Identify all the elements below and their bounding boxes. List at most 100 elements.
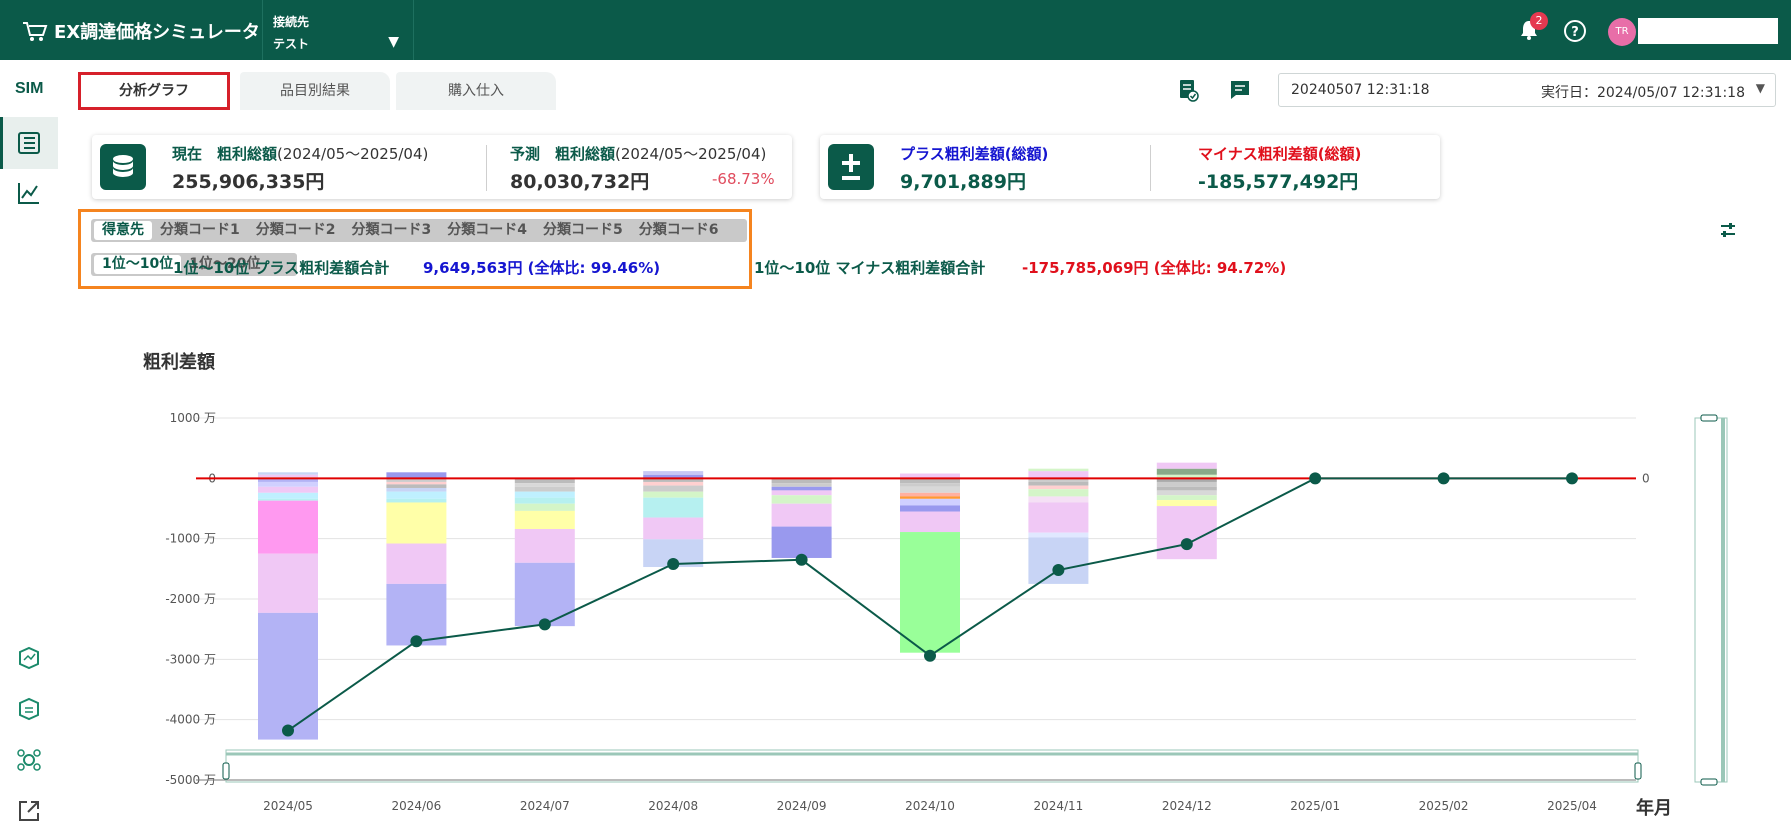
group-class-code-1[interactable]: 分類コード1 xyxy=(160,222,240,238)
line-point xyxy=(1309,472,1322,485)
app-title: EX調達価格シミュレータ xyxy=(54,22,260,43)
bar-segment xyxy=(643,497,704,518)
bar-segment xyxy=(386,498,447,503)
plus-summary-value: 9,649,563円 (全体比: 99.46%) xyxy=(423,259,661,277)
forecast-total-label-bold: 予測 粗利総額 xyxy=(510,145,616,163)
coins-icon xyxy=(100,144,146,190)
bar-segment xyxy=(900,486,960,493)
line-point xyxy=(795,553,808,566)
comment-icon[interactable] xyxy=(1228,78,1252,102)
group-class-code-3[interactable]: 分類コード3 xyxy=(351,222,432,238)
bar-segment xyxy=(771,526,832,558)
execution-date: 実行日：2024/05/07 12:31:18 xyxy=(1540,85,1745,101)
x-tick-label: 2024/05 xyxy=(263,799,313,813)
bar-segment xyxy=(514,491,575,498)
bar-segment xyxy=(900,492,960,497)
bar-segment xyxy=(1028,489,1089,497)
current-total-label-bold: 現在 粗利総額 xyxy=(172,145,278,163)
y-zoom-handle-top xyxy=(1700,414,1718,422)
bar-segment xyxy=(1156,490,1217,496)
bar-segment xyxy=(771,490,832,496)
group-customer[interactable]: 得意先 xyxy=(94,221,152,240)
gear-network-icon[interactable] xyxy=(16,747,42,773)
external-link-icon[interactable] xyxy=(16,798,42,824)
bar-segment xyxy=(643,471,704,475)
bar-segment xyxy=(386,543,447,584)
document-list-icon[interactable] xyxy=(16,130,42,156)
sim-logo[interactable]: SIM xyxy=(15,80,44,97)
bar-segment xyxy=(771,486,832,491)
bar-segment xyxy=(1156,495,1217,501)
bar-segment xyxy=(771,503,832,527)
x-zoom-handle-left xyxy=(222,762,230,780)
bar-segment xyxy=(900,505,960,512)
group-class-code-4[interactable]: 分類コード4 xyxy=(447,222,527,238)
tab-purchase[interactable]: 購入仕入 xyxy=(396,72,556,110)
group-class-code-6[interactable]: 分類コード6 xyxy=(638,222,719,238)
plus-minus-icon xyxy=(828,144,874,190)
bar-segment xyxy=(643,485,704,492)
plus-total-value: 9,701,889円 xyxy=(900,171,1026,193)
sidebar: SIM xyxy=(0,60,59,837)
x-tick-label: 2025/04 xyxy=(1547,799,1597,813)
tab-item-results[interactable]: 品目別結果 xyxy=(240,72,390,110)
card-divider-2 xyxy=(1150,145,1151,191)
box-document-icon[interactable] xyxy=(16,696,42,722)
y-zoom-handle-bottom xyxy=(1700,778,1718,786)
minus-summary-value: -175,785,069円 (全体比: 94.72%) xyxy=(1022,259,1287,277)
x-tick-label: 2025/01 xyxy=(1290,799,1340,813)
group-class-code-5[interactable]: 分類コード5 xyxy=(543,222,623,238)
y-tick-label: -4000 万 xyxy=(165,713,216,727)
x-tick-label: 2024/12 xyxy=(1162,799,1212,813)
help-icon[interactable]: ? xyxy=(1563,19,1587,43)
range-top-10[interactable]: 1位～10位 xyxy=(94,255,182,274)
x-tick-label: 2024/10 xyxy=(905,799,955,813)
y-tick-label: -3000 万 xyxy=(165,652,216,666)
document-check-icon[interactable] xyxy=(1176,78,1200,102)
line-point xyxy=(1437,472,1450,485)
line-point xyxy=(667,558,680,571)
plus-total-label: プラス粗利差額(総額) xyxy=(900,145,1049,163)
plus-summary-label: 1位～10位 プラス粗利差額合計 xyxy=(173,259,390,277)
bar-segment xyxy=(1028,468,1089,472)
bar-segment xyxy=(1028,532,1089,538)
bar-segment xyxy=(258,474,318,478)
bar-segment xyxy=(1028,478,1089,482)
execution-date-select[interactable]: 20240507 12:31:18 実行日：2024/05/07 12:31:1… xyxy=(1278,73,1776,107)
connection-label: 接続先 xyxy=(273,15,310,29)
connection-selector[interactable]: 接続先 テスト ▼ xyxy=(262,0,414,60)
bar-segment xyxy=(1156,474,1217,479)
chevron-down-icon: ▼ xyxy=(1755,81,1765,95)
bar-segment xyxy=(900,478,960,484)
line-chart-icon[interactable] xyxy=(16,180,42,206)
notification-badge: 2 xyxy=(1530,12,1548,30)
bar-segment xyxy=(1156,468,1217,475)
tab-analysis-graph[interactable]: 分析グラフ xyxy=(78,72,230,110)
bar-segment xyxy=(514,562,575,627)
connection-value: テスト xyxy=(273,37,310,51)
x-zoom-handle-right xyxy=(1634,762,1642,780)
bar-segment xyxy=(258,478,318,482)
bar-segment xyxy=(900,483,960,487)
range-top-20[interactable]: 1位～20位 xyxy=(189,256,261,272)
bar-segment xyxy=(1156,462,1217,469)
bar-segment xyxy=(643,474,704,479)
minus-summary-label: 1位～10位 マイナス粗利差額合計 xyxy=(754,259,986,277)
bar-segment xyxy=(258,612,318,740)
box-chart-icon[interactable] xyxy=(16,645,42,671)
user-name-box[interactable] xyxy=(1638,18,1778,44)
x-axis-title: 年月 xyxy=(1636,797,1672,819)
x-tick-label: 2024/06 xyxy=(391,799,441,813)
bar-segment xyxy=(1156,478,1217,482)
sliders-icon[interactable] xyxy=(1718,220,1738,240)
bar-segment xyxy=(258,492,318,499)
bar-segment xyxy=(514,478,575,484)
cart-icon xyxy=(23,22,48,41)
bar-segment xyxy=(643,491,704,498)
group-class-code-2[interactable]: 分類コード2 xyxy=(255,222,336,238)
app-logo[interactable]: EX調達価格シミュレータ xyxy=(22,18,260,44)
avatar[interactable]: TR xyxy=(1608,18,1636,46)
forecast-total-value: 80,030,732円 xyxy=(510,171,650,193)
bar-segment xyxy=(1028,496,1089,503)
bar-segment xyxy=(258,498,318,501)
